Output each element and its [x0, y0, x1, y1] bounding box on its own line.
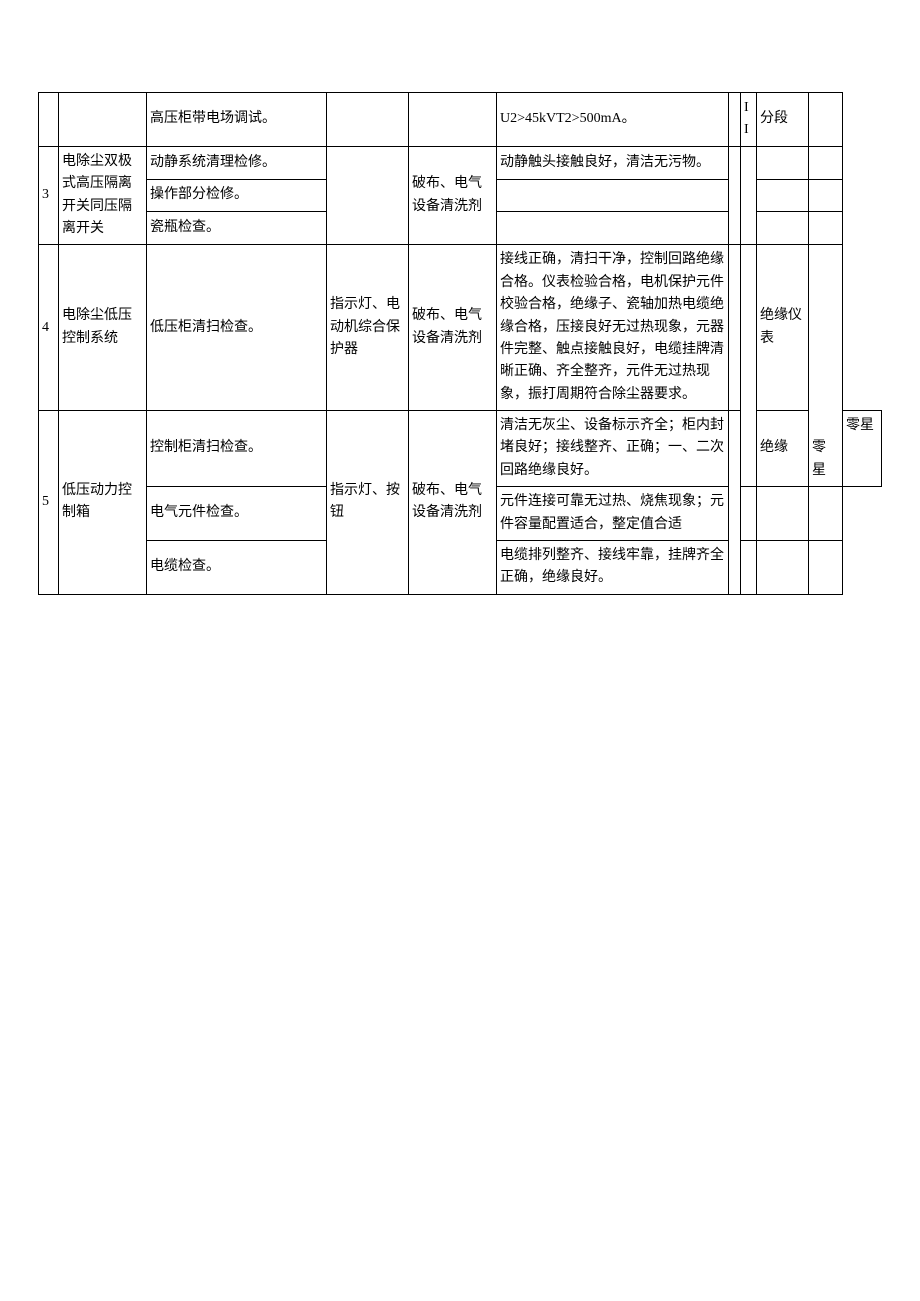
table-row: 3 电除尘双极式高压隔离开关同压隔离开关 动静系统清理检修。 破布、电气设备清洗…	[39, 146, 882, 179]
table-row: 4 电除尘低压控制系统 低压柜清扫检查。 指示灯、电动机综合保护器 破布、电气设…	[39, 245, 882, 411]
work-cell: 控制柜清扫检查。	[147, 411, 327, 487]
quality-cell	[497, 212, 729, 245]
quality-cell: 电缆排列整齐、接线牢靠，挂牌齐全正确，绝缘良好。	[497, 541, 729, 595]
work-cell: 电气元件检查。	[147, 487, 327, 541]
col-b-cell	[741, 245, 757, 487]
tool-cell	[757, 541, 809, 595]
tool-cell: 绝缘仪表	[757, 245, 809, 411]
spare-cell: 指示灯、按钮	[327, 411, 409, 595]
quality-cell: 动静触头接触良好，清洁无污物。	[497, 146, 729, 179]
seq-cell	[39, 93, 59, 147]
material-cell: 破布、电气设备清洗剂	[409, 146, 497, 245]
col-a-cell	[729, 411, 741, 595]
tool-cell	[757, 487, 809, 541]
work-cell: 动静系统清理检修。	[147, 146, 327, 179]
spare-cell: 指示灯、电动机综合保护器	[327, 245, 409, 411]
spare-cell	[327, 146, 409, 245]
work-cell: 电缆检查。	[147, 541, 327, 595]
material-cell: 破布、电气设备清洗剂	[409, 411, 497, 595]
col-a-cell	[729, 93, 741, 147]
quality-cell: U2>45kVT2>500mA。	[497, 93, 729, 147]
seq-cell: 5	[39, 411, 59, 595]
equip-cell: 低压动力控制箱	[59, 411, 147, 595]
work-cell: 瓷瓶检查。	[147, 212, 327, 245]
tool-cell: 绝缘	[757, 411, 809, 487]
end-cell	[809, 212, 843, 245]
tool-cell	[757, 212, 809, 245]
seq-cell: 3	[39, 146, 59, 245]
col-b-cell	[741, 146, 757, 245]
col-a-cell	[729, 245, 741, 411]
quality-cell: 接线正确，清扫干净，控制回路绝缘合格。仪表检验合格，电机保护元件校验合格，绝缘子…	[497, 245, 729, 411]
col-b-cell: II	[741, 93, 757, 147]
equip-cell	[59, 93, 147, 147]
col-b-cell	[741, 487, 757, 541]
end-cell: 零星	[809, 245, 843, 487]
quality-cell: 清洁无灰尘、设备标示齐全；柜内封堵良好；接线整齐、正确；一、二次回路绝缘良好。	[497, 411, 729, 487]
tool-cell	[757, 179, 809, 212]
col-b-cell	[741, 541, 757, 595]
end-cell	[809, 93, 843, 147]
maintenance-table: 高压柜带电场调试。 U2>45kVT2>500mA。 II 分段 3 电除尘双极…	[38, 92, 882, 595]
end-cell: 零星	[843, 411, 882, 487]
col-a-cell	[729, 146, 741, 245]
equip-cell: 电除尘双极式高压隔离开关同压隔离开关	[59, 146, 147, 245]
work-cell: 低压柜清扫检查。	[147, 245, 327, 411]
end-cell	[809, 541, 843, 595]
end-cell	[809, 179, 843, 212]
tool-cell	[757, 146, 809, 179]
tool-cell: 分段	[757, 93, 809, 147]
work-cell: 操作部分检修。	[147, 179, 327, 212]
end-cell	[809, 487, 843, 541]
material-cell: 破布、电气设备清洗剂	[409, 245, 497, 411]
seq-cell: 4	[39, 245, 59, 411]
quality-cell: 元件连接可靠无过热、烧焦现象；元件容量配置适合，整定值合适	[497, 487, 729, 541]
quality-cell	[497, 179, 729, 212]
work-cell: 高压柜带电场调试。	[147, 93, 327, 147]
end-cell	[809, 146, 843, 179]
material-cell	[409, 93, 497, 147]
table-row: 高压柜带电场调试。 U2>45kVT2>500mA。 II 分段	[39, 93, 882, 147]
equip-cell: 电除尘低压控制系统	[59, 245, 147, 411]
spare-cell	[327, 93, 409, 147]
